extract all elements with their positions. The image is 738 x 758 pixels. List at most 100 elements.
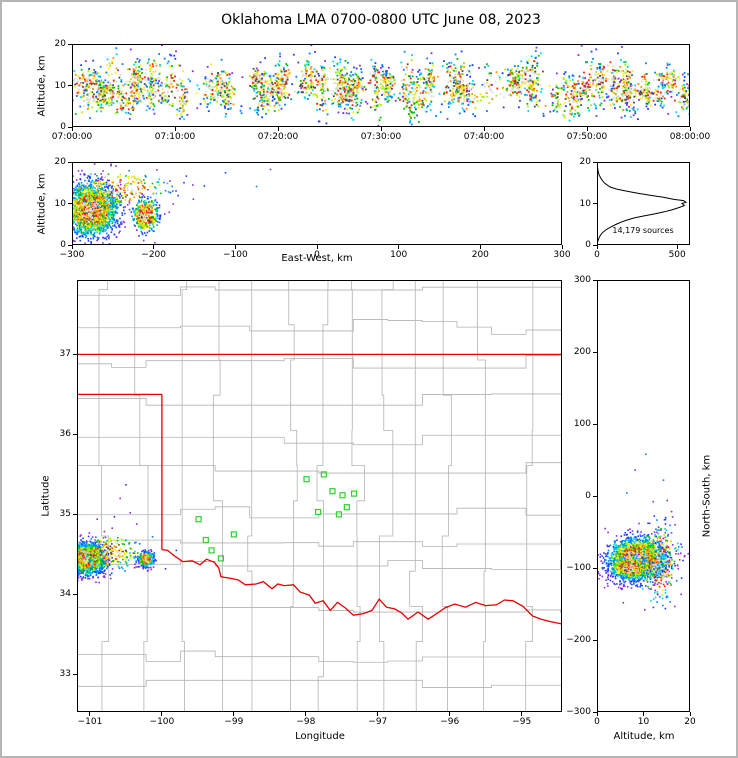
map-x-tick-mark xyxy=(521,712,523,716)
ns-height-y-axis-label: North-South, km xyxy=(701,454,713,538)
time-height-y-tick-mark xyxy=(68,126,72,128)
map-y-tick-mark xyxy=(73,593,77,595)
ns-height-y-tick-label: −300 xyxy=(566,707,591,717)
ns-height-y-tick-label: 300 xyxy=(573,275,591,285)
map-y-tick-label: 34 xyxy=(59,589,71,600)
time-height-x-tick-label: 07:10:00 xyxy=(154,132,196,142)
ns-height-y-tick-mark xyxy=(593,351,597,353)
time-height-x-tick-mark xyxy=(174,127,176,131)
ns-height-plot-area xyxy=(597,280,690,712)
time-height-x-tick-mark xyxy=(483,127,485,131)
ns-height-x-tick-mark xyxy=(596,712,598,716)
ew-height-x-tick-label: −200 xyxy=(141,250,167,260)
map-x-tick-mark xyxy=(233,712,235,716)
time-height-x-tick-mark xyxy=(689,127,691,131)
ew-height-x-tick-mark xyxy=(316,245,318,249)
ns-height-x-tick-label: 20 xyxy=(684,717,696,727)
alt-histogram-x-tick-label: 0 xyxy=(594,250,600,260)
ew-height-x-axis-label: East-West, km xyxy=(281,253,353,264)
map-y-tick-mark xyxy=(73,513,77,515)
ew-height-y-tick-mark xyxy=(68,203,72,204)
ns-height-x-tick-mark xyxy=(643,712,644,716)
ew-height-y-axis-label: Altitude, km xyxy=(36,173,48,235)
ew-height-x-tick-mark xyxy=(561,245,563,249)
alt-histogram-y-tick-label: 10 xyxy=(579,198,591,209)
ns-height-y-tick-label: 100 xyxy=(573,419,591,429)
ew-height-x-tick-mark xyxy=(479,245,481,249)
map-x-tick-label: −95 xyxy=(512,717,532,727)
alt-histogram-x-tick-mark xyxy=(596,245,598,249)
time-height-x-tick-label: 07:20:00 xyxy=(257,132,299,142)
ns-height-y-tick-mark xyxy=(593,711,597,713)
time-height-x-tick-label: 07:40:00 xyxy=(463,132,505,142)
alt-histogram-x-tick-label: 500 xyxy=(668,250,686,260)
time-height-y-axis-label: Altitude, km xyxy=(36,55,48,117)
map-y-tick-label: 37 xyxy=(59,349,71,360)
ns-height-x-tick-mark xyxy=(689,712,691,716)
map-x-tick-label: −98 xyxy=(296,717,316,727)
map-x-tick-mark xyxy=(305,712,307,716)
map-y-tick-label: 35 xyxy=(59,509,71,520)
map-x-tick-mark xyxy=(377,712,379,716)
ns-height-y-tick-mark xyxy=(593,639,597,641)
map-x-axis-label: Longitude xyxy=(295,731,345,742)
time-height-y-tick-mark xyxy=(68,85,72,86)
ew-height-x-tick-label: −100 xyxy=(222,250,248,260)
map-y-tick-mark xyxy=(73,433,77,435)
source-count-annotation: 14,179 sources xyxy=(612,226,674,235)
time-height-x-tick-label: 07:50:00 xyxy=(566,132,608,142)
map-x-tick-mark xyxy=(89,712,91,716)
ew-height-y-tick-label: 0 xyxy=(60,240,66,250)
figure-title: Oklahoma LMA 0700-0800 UTC June 08, 2023 xyxy=(221,12,541,28)
ew-height-x-tick-label: 0 xyxy=(314,250,320,260)
ns-height-x-tick-label: 0 xyxy=(594,717,600,727)
ns-height-y-tick-label: 200 xyxy=(573,347,591,357)
map-x-tick-label: −101 xyxy=(77,717,103,727)
map-x-tick-label: −100 xyxy=(149,717,175,727)
time-height-x-tick-label: 07:30:00 xyxy=(360,132,402,142)
alt-histogram-y-tick-label: 0 xyxy=(585,240,591,250)
time-height-x-tick-label: 08:00:00 xyxy=(669,132,711,142)
ns-height-y-tick-mark xyxy=(593,567,597,569)
time-height-y-tick-label: 20 xyxy=(54,39,66,49)
map-x-tick-label: −99 xyxy=(224,717,244,727)
time-height-plot-area xyxy=(72,44,690,127)
alt-histogram-y-tick-mark xyxy=(593,203,597,204)
ew-height-x-tick-label: 100 xyxy=(390,250,408,260)
ew-height-x-tick-label: 200 xyxy=(471,250,489,260)
time-height-x-tick-mark xyxy=(71,127,73,131)
alt-histogram-plot-area xyxy=(597,162,690,245)
map-plot-area xyxy=(77,280,562,712)
map-y-tick-mark xyxy=(73,673,77,675)
ew-height-y-tick-label: 10 xyxy=(54,198,66,209)
ew-height-x-tick-mark xyxy=(153,245,155,249)
time-height-y-tick-label: 0 xyxy=(60,122,66,132)
ew-height-y-tick-label: 20 xyxy=(54,157,66,167)
ew-height-x-tick-mark xyxy=(71,245,73,249)
ew-height-y-tick-mark xyxy=(68,161,72,163)
ew-height-x-tick-label: −300 xyxy=(59,250,85,260)
ew-height-x-tick-label: 300 xyxy=(553,250,571,260)
ew-height-x-tick-mark xyxy=(234,245,236,249)
ns-height-x-axis-label: Altitude, km xyxy=(613,731,675,742)
map-x-tick-mark xyxy=(449,712,451,716)
ns-height-y-tick-mark xyxy=(593,279,597,281)
ew-height-plot-area xyxy=(72,162,562,245)
map-y-axis-label: Latitude xyxy=(40,475,52,517)
alt-histogram-y-tick-mark xyxy=(593,244,597,246)
map-x-tick-label: −97 xyxy=(368,717,388,727)
alt-histogram-y-tick-mark xyxy=(593,161,597,163)
ew-height-x-tick-mark xyxy=(398,245,400,249)
ew-height-y-tick-mark xyxy=(68,244,72,246)
ns-height-y-tick-mark xyxy=(593,495,597,497)
map-x-tick-label: −96 xyxy=(440,717,460,727)
ns-height-y-tick-label: 0 xyxy=(585,491,591,501)
time-height-y-tick-label: 10 xyxy=(54,80,66,91)
alt-histogram-x-tick-mark xyxy=(676,245,678,249)
ns-height-x-tick-label: 10 xyxy=(637,717,650,727)
ns-height-y-tick-mark xyxy=(593,423,597,425)
alt-histogram-y-tick-label: 20 xyxy=(579,157,591,167)
map-y-tick-label: 36 xyxy=(59,429,71,440)
time-height-y-tick-mark xyxy=(68,43,72,45)
